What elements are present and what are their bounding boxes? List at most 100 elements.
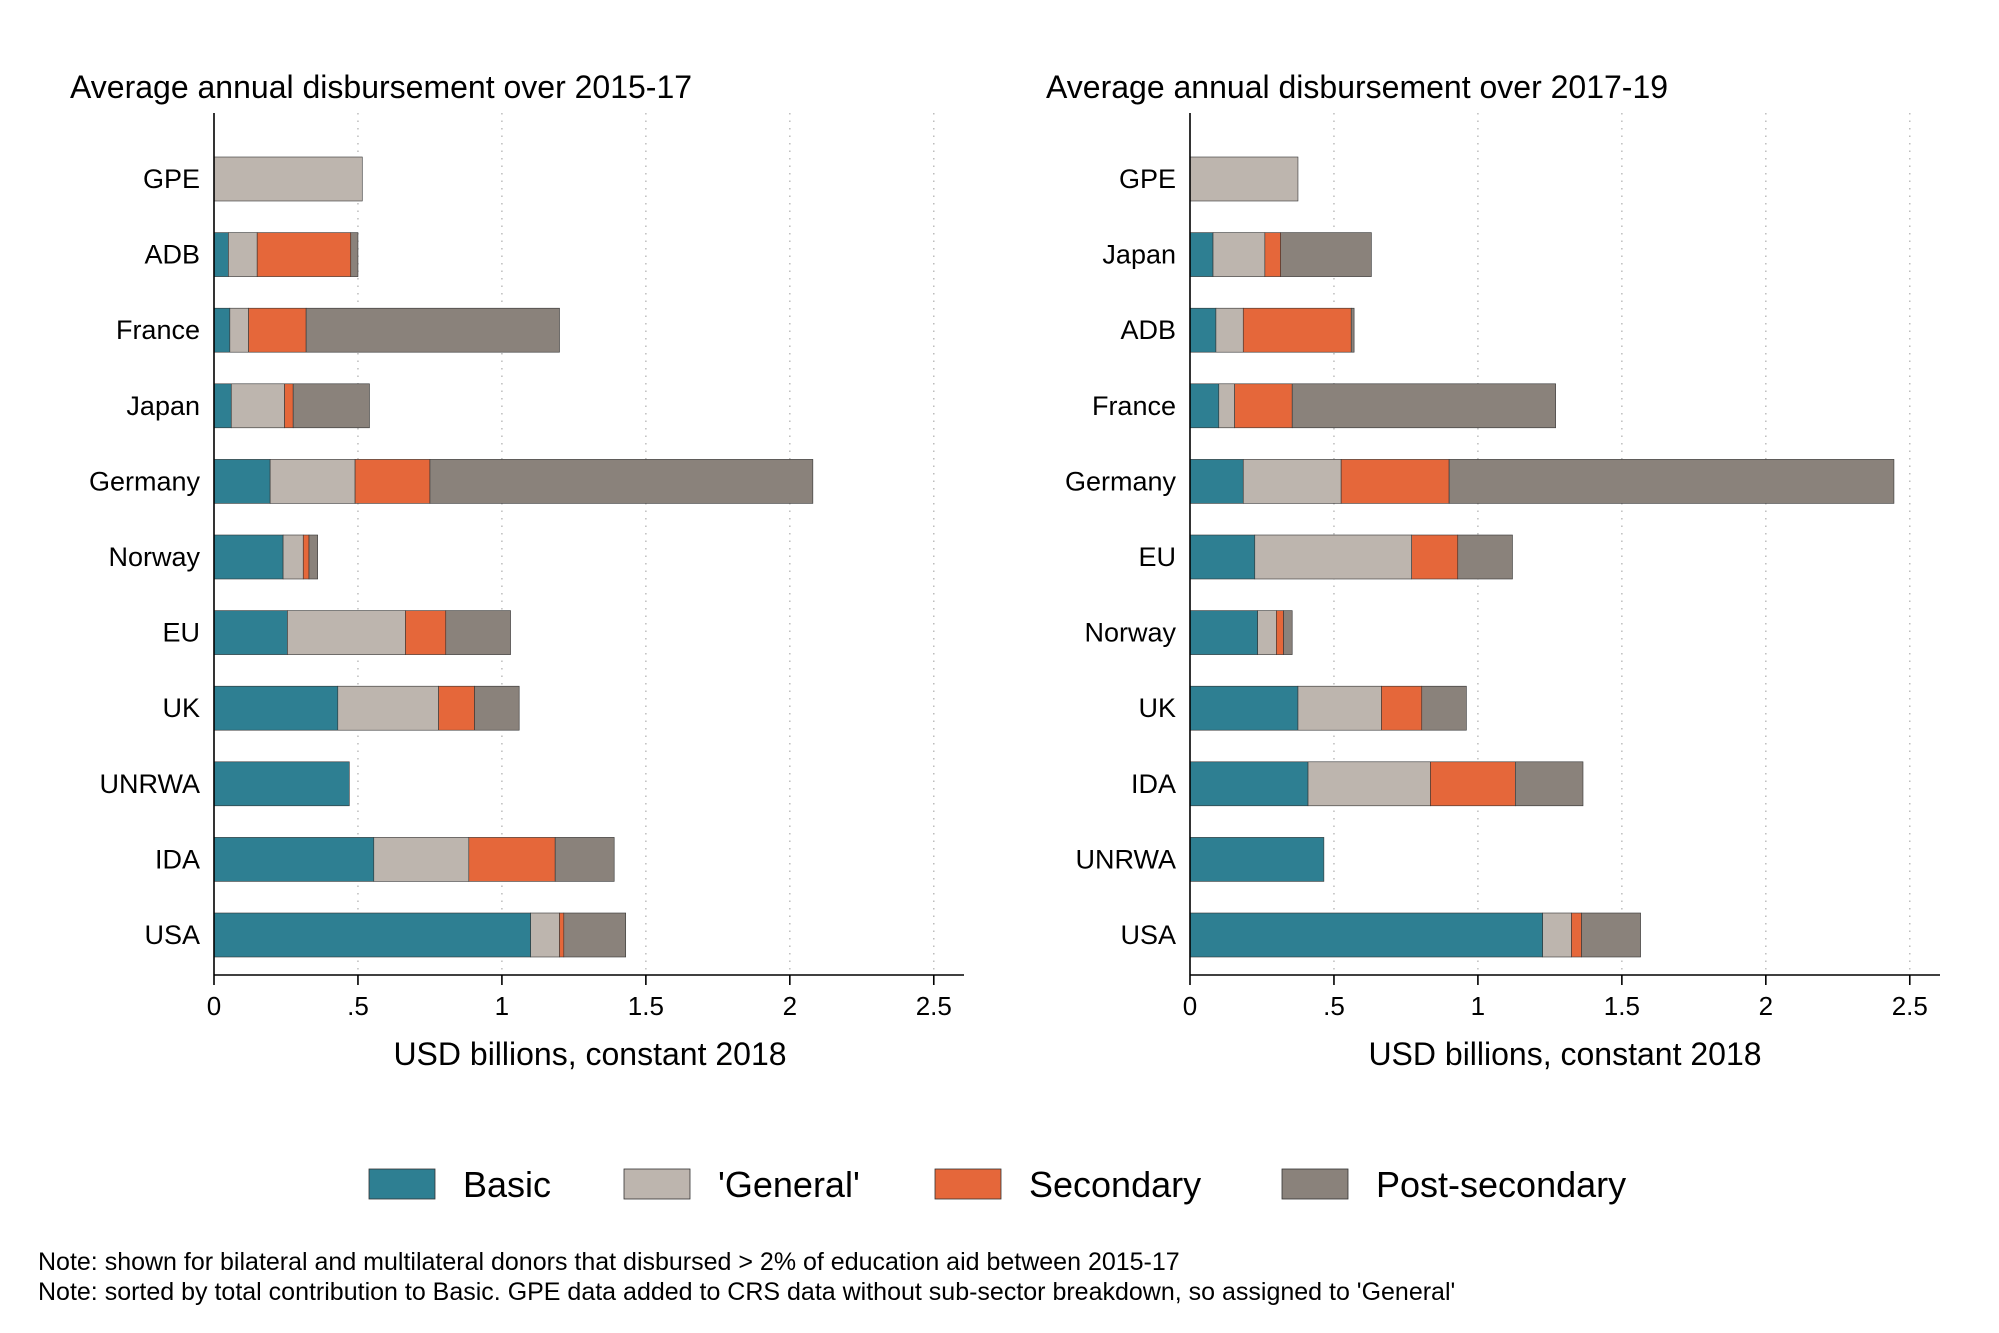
- bar-row-japan: [213, 383, 370, 429]
- bar-japan-secondary: [284, 383, 294, 429]
- bar-japan-post-secondary: [292, 383, 370, 429]
- bar-france-secondary: [248, 307, 307, 353]
- bar-usa-post-secondary: [563, 912, 627, 958]
- legend-item-secondary: Secondary: [934, 1164, 1201, 1205]
- bar-ida-general: [1307, 761, 1431, 807]
- bar-norway-secondary: [302, 534, 310, 580]
- category-label: IDA: [1131, 769, 1176, 799]
- x-axis-title: USD billions, constant 2018: [393, 1036, 786, 1072]
- bar-row-ida: [1189, 761, 1584, 807]
- bar-ida-secondary: [468, 837, 556, 882]
- bar-germany-basic: [213, 459, 271, 504]
- bar-row-uk: [1189, 685, 1467, 731]
- bar-gpe-general: [1189, 156, 1299, 202]
- bar-uk-general: [1297, 685, 1382, 731]
- x-tick-label: .5: [347, 991, 369, 1021]
- category-label: ADB: [144, 240, 200, 270]
- category-label: Germany: [89, 466, 201, 496]
- category-label: Norway: [108, 542, 200, 572]
- bar-row-eu: [1189, 534, 1513, 580]
- bar-eu-secondary: [1411, 534, 1459, 580]
- bar-eu-secondary: [405, 610, 447, 655]
- category-label: France: [1092, 391, 1176, 421]
- panel-2015-17: Average annual disbursement over 2015-17…: [70, 69, 964, 1072]
- category-label: Germany: [1065, 466, 1177, 496]
- bar-row-usa: [1189, 912, 1641, 958]
- category-label: UNRWA: [100, 769, 201, 799]
- category-label: USA: [144, 920, 200, 950]
- bar-ida-general: [373, 837, 470, 882]
- category-label: UK: [1138, 693, 1176, 723]
- x-tick-label: 2.5: [1892, 991, 1928, 1021]
- bar-norway-basic: [213, 534, 284, 580]
- bar-ida-post-secondary: [554, 837, 615, 882]
- category-label: GPE: [143, 164, 200, 194]
- bar-norway-secondary: [1276, 610, 1284, 655]
- bar-row-uk: [213, 685, 520, 731]
- bar-france-basic: [1189, 383, 1220, 429]
- bar-row-adb: [1189, 307, 1355, 353]
- category-label: Norway: [1084, 618, 1176, 648]
- bar-usa-general: [1542, 912, 1572, 958]
- bar-germany-secondary: [1340, 459, 1450, 504]
- legend-label: Secondary: [1029, 1164, 1201, 1205]
- bar-adb-secondary: [256, 232, 352, 277]
- note-2: Note: sorted by total contribution to Ba…: [38, 1278, 1456, 1306]
- legend-swatch: [934, 1168, 1002, 1200]
- category-label: Japan: [126, 391, 200, 421]
- bar-adb-general: [228, 232, 258, 277]
- bar-uk-secondary: [1381, 685, 1423, 731]
- legend-swatch: [368, 1168, 436, 1200]
- legend-item-basic: Basic: [368, 1164, 551, 1205]
- bar-adb-basic: [213, 232, 229, 277]
- bar-france-basic: [213, 307, 231, 353]
- bar-adb-post-secondary: [350, 232, 359, 277]
- bar-adb-basic: [1189, 307, 1217, 353]
- x-axis-title: USD billions, constant 2018: [1368, 1036, 1761, 1072]
- bar-uk-secondary: [438, 685, 475, 731]
- x-tick-label: 1: [1471, 991, 1485, 1021]
- bar-japan-general: [230, 383, 285, 429]
- x-tick-label: 1.5: [1604, 991, 1640, 1021]
- bar-row-adb: [213, 232, 359, 277]
- bar-japan-general: [1212, 232, 1266, 277]
- bar-norway-post-secondary: [308, 534, 318, 580]
- bar-row-norway: [213, 534, 318, 580]
- bar-germany-post-secondary: [1448, 459, 1895, 504]
- category-label: ADB: [1120, 315, 1176, 345]
- category-label: UK: [162, 693, 200, 723]
- legend-swatch: [623, 1168, 691, 1200]
- bar-uk-basic: [213, 685, 339, 731]
- bar-eu-basic: [1189, 534, 1256, 580]
- bar-row-germany: [213, 459, 814, 504]
- bar-ida-post-secondary: [1515, 761, 1584, 807]
- bar-germany-post-secondary: [429, 459, 814, 504]
- bar-uk-post-secondary: [474, 685, 520, 731]
- category-label: IDA: [155, 844, 200, 874]
- bar-adb-post-secondary: [1350, 307, 1355, 353]
- bar-row-france: [1189, 383, 1556, 429]
- bar-norway-basic: [1189, 610, 1258, 655]
- legend-swatch: [1281, 1168, 1349, 1200]
- bar-eu-post-secondary: [1457, 534, 1513, 580]
- bar-row-gpe: [1189, 156, 1299, 202]
- legend-label: Basic: [463, 1164, 551, 1205]
- bar-usa-secondary: [559, 912, 565, 958]
- bar-germany-secondary: [354, 459, 431, 504]
- bar-france-secondary: [1234, 383, 1293, 429]
- x-tick-label: 0: [1183, 991, 1197, 1021]
- bar-usa-secondary: [1571, 912, 1582, 958]
- bar-row-unrwa: [213, 761, 350, 807]
- bar-norway-post-secondary: [1283, 610, 1293, 655]
- category-label: USA: [1120, 920, 1176, 950]
- bar-ida-basic: [1189, 761, 1309, 807]
- bar-row-germany: [1189, 459, 1895, 504]
- bar-eu-post-secondary: [445, 610, 511, 655]
- note-1: Note: shown for bilateral and multilater…: [38, 1248, 1180, 1276]
- bar-row-ida: [213, 837, 615, 882]
- bar-usa-basic: [213, 912, 532, 958]
- x-tick-label: 0: [207, 991, 221, 1021]
- bar-germany-general: [1242, 459, 1342, 504]
- bar-norway-general: [1257, 610, 1277, 655]
